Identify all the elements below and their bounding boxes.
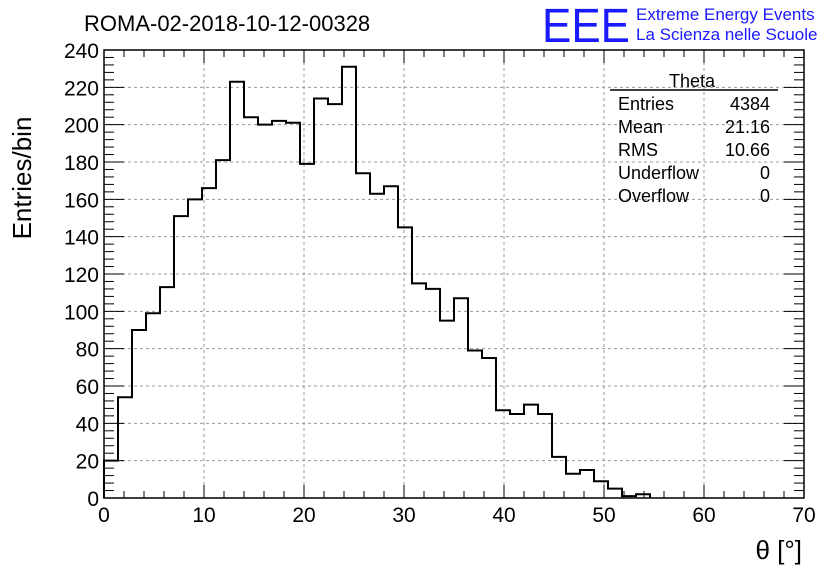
axis-ticks: [103, 49, 805, 499]
histogram-bin: [468, 351, 482, 498]
x-tick-labels: 0 10 20 30 40 50 60 70: [98, 504, 816, 527]
histogram-bin: [412, 283, 426, 498]
y-tick-label: 100: [64, 301, 99, 324]
stats-value: 0: [760, 163, 770, 183]
stats-label: RMS: [618, 140, 658, 160]
histogram-bin: [440, 321, 454, 498]
logo-line2: La Scienza nelle Scuole: [636, 25, 817, 44]
y-tick-label: 60: [76, 376, 99, 399]
x-tick-label: 70: [792, 504, 815, 527]
histogram-bin: [216, 160, 230, 498]
y-tick-label: 160: [64, 189, 99, 212]
y-tick-label: 240: [64, 40, 99, 63]
y-tick-label: 220: [64, 77, 99, 100]
x-axis-label: θ [°]: [755, 535, 802, 565]
histogram-bin: [272, 121, 286, 498]
histogram-bin: [314, 99, 328, 498]
histogram-bin: [510, 414, 524, 498]
x-tick-label: 20: [292, 504, 315, 527]
histogram-bin: [244, 117, 258, 498]
histogram-bin: [118, 397, 132, 498]
stats-value: 21.16: [725, 117, 770, 137]
grid-lines: [104, 50, 804, 498]
y-tick-label: 40: [76, 413, 99, 436]
histogram-bin: [202, 188, 216, 498]
y-tick-label: 200: [64, 115, 99, 138]
histogram-bin: [594, 481, 608, 498]
chart-title: ROMA-02-2018-10-12-00328: [84, 11, 370, 36]
x-tick-label: 0: [98, 504, 110, 527]
y-tick-label: 0: [87, 488, 99, 511]
stats-label: Underflow: [618, 163, 700, 183]
stats-name: Theta: [669, 71, 716, 91]
histogram-bin: [538, 414, 552, 498]
histogram-line: [103, 65, 651, 498]
histogram-bin: [356, 173, 370, 498]
stats-value: 4384: [730, 94, 770, 114]
plot-frame: [103, 49, 805, 499]
histogram-bin: [328, 104, 342, 498]
stats-box: Theta Entries 4384 Mean 21.16 RMS 10.66 Underf…: [610, 71, 778, 206]
y-tick-label: 20: [76, 451, 99, 474]
histogram-bin: [398, 227, 412, 498]
y-tick-label: 140: [64, 227, 99, 250]
histogram-bin: [342, 67, 356, 498]
histogram-bin: [132, 330, 146, 498]
histogram-bin: [524, 405, 538, 498]
x-tick-label: 40: [492, 504, 515, 527]
y-tick-label: 120: [64, 264, 99, 287]
histogram-bin: [482, 358, 496, 498]
x-tick-label: 60: [692, 504, 715, 527]
histogram-bin: [286, 123, 300, 498]
histogram-bin: [370, 194, 384, 498]
histogram-bin: [104, 461, 118, 498]
histogram-bin: [384, 186, 398, 498]
y-tick-label: 180: [64, 152, 99, 175]
histogram-bin: [426, 289, 440, 498]
histogram-bin: [230, 82, 244, 498]
stats-label: Mean: [618, 117, 663, 137]
histogram-bin: [300, 164, 314, 498]
histogram-bin: [608, 489, 622, 498]
logo-mark: EEE: [542, 0, 630, 53]
stats-value: 0: [760, 186, 770, 206]
histogram-bin: [580, 470, 594, 498]
y-tick-label: 80: [76, 339, 99, 362]
y-tick-labels: 0 20 40 60 80 100 120 140 160 180 200 220 240: [64, 40, 99, 511]
histogram-bin: [174, 216, 188, 498]
stats-rows: Entries 4384 Mean 21.16 RMS 10.66 Underflow 0 Ov…: [618, 94, 770, 206]
x-tick-label: 30: [392, 504, 415, 527]
x-tick-label: 10: [192, 504, 215, 527]
y-axis-label: Entries/bin: [7, 117, 37, 240]
logo-line1: Extreme Energy Events: [636, 5, 815, 24]
histogram-bins: [104, 67, 650, 498]
stats-label: Overflow: [618, 186, 690, 206]
histogram-bin: [566, 474, 580, 498]
histogram-bin: [454, 298, 468, 498]
histogram-bin: [160, 287, 174, 498]
stats-label: Entries: [618, 94, 674, 114]
eee-logo: EEE Extreme Energy Events La Scienza nel…: [542, 0, 817, 53]
x-tick-label: 50: [592, 504, 615, 527]
histogram-bin: [146, 313, 160, 498]
stats-value: 10.66: [725, 140, 770, 160]
